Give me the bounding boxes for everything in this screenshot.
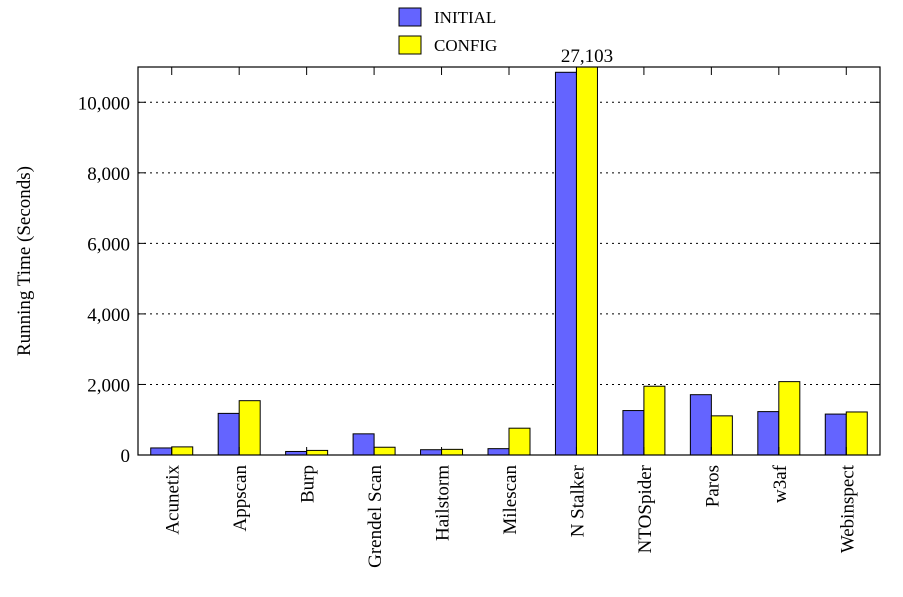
bar-config-hailstorm <box>441 448 464 456</box>
x-tick-label: w3af <box>770 464 791 503</box>
bar-config-ntospider <box>643 385 666 456</box>
y-tick-labels: 0 2,000 4,000 6,000 8,000 10,000 <box>78 93 130 467</box>
bar-config-burp <box>306 449 329 456</box>
bar-config-paros <box>710 415 733 456</box>
bar-initial-milescan <box>487 448 510 456</box>
x-tick-label: Grendel Scan <box>365 465 386 568</box>
y-axis-label: Running Time (Seconds) <box>14 166 35 356</box>
y-tick-label: 6,000 <box>87 234 130 255</box>
x-tick-labels: Acunetix Appscan Burp Grendel Scan Hailstorm… <box>163 464 859 568</box>
bar-config-grendel-scan <box>373 446 396 456</box>
x-tick-label: Webinspect <box>837 464 858 553</box>
bar-config-webinspect <box>845 411 868 456</box>
gridlines <box>138 101 880 385</box>
bar-initial-ntospider <box>622 410 645 456</box>
bar-config-appscan <box>238 400 261 456</box>
bar-config-acunetix <box>171 446 194 456</box>
legend-swatch <box>398 7 422 27</box>
bar-initial-grendel-scan <box>352 433 375 456</box>
bar-initial-appscan <box>217 412 240 456</box>
x-tick-label: Milescan <box>500 465 521 535</box>
legend-label: CONFIG <box>434 36 497 55</box>
plot-frame <box>137 66 881 456</box>
bars <box>150 66 868 456</box>
bar-value-label: 27,103 <box>561 46 613 67</box>
y-tick-label: 2,000 <box>87 375 130 396</box>
bar-config-milescan <box>508 427 531 456</box>
bar-initial-webinspect <box>824 413 847 456</box>
legend-label: INITIAL <box>434 8 496 27</box>
bar-initial-paros <box>689 394 712 456</box>
x-tick-label: Hailstorm <box>433 465 454 541</box>
y-tick-label: 8,000 <box>87 164 130 185</box>
bar-initial-w3af <box>757 411 780 456</box>
x-tick-label: NTOSpider <box>635 464 656 553</box>
legend: INITIAL CONFIG <box>398 7 497 55</box>
bar-initial-hailstorm <box>420 449 443 456</box>
bar-initial-n-stalker <box>554 71 577 456</box>
x-tick-label: Appscan <box>230 465 251 532</box>
bar-initial-acunetix <box>150 447 173 456</box>
annotations: 27,103 <box>561 46 613 67</box>
x-tick-label: N Stalker <box>567 464 588 537</box>
x-tick-label: Paros <box>702 465 723 507</box>
y-tick-label: 10,000 <box>78 93 130 114</box>
y-tick-label: 0 <box>121 446 131 467</box>
x-tick-label: Burp <box>298 465 319 503</box>
bar-config-w3af <box>778 381 801 456</box>
y-tick-label: 4,000 <box>87 305 130 326</box>
bar-config-n-stalker <box>575 66 598 456</box>
axis-ticks <box>138 67 880 456</box>
legend-swatch <box>398 35 422 55</box>
x-tick-label: Acunetix <box>163 465 184 535</box>
